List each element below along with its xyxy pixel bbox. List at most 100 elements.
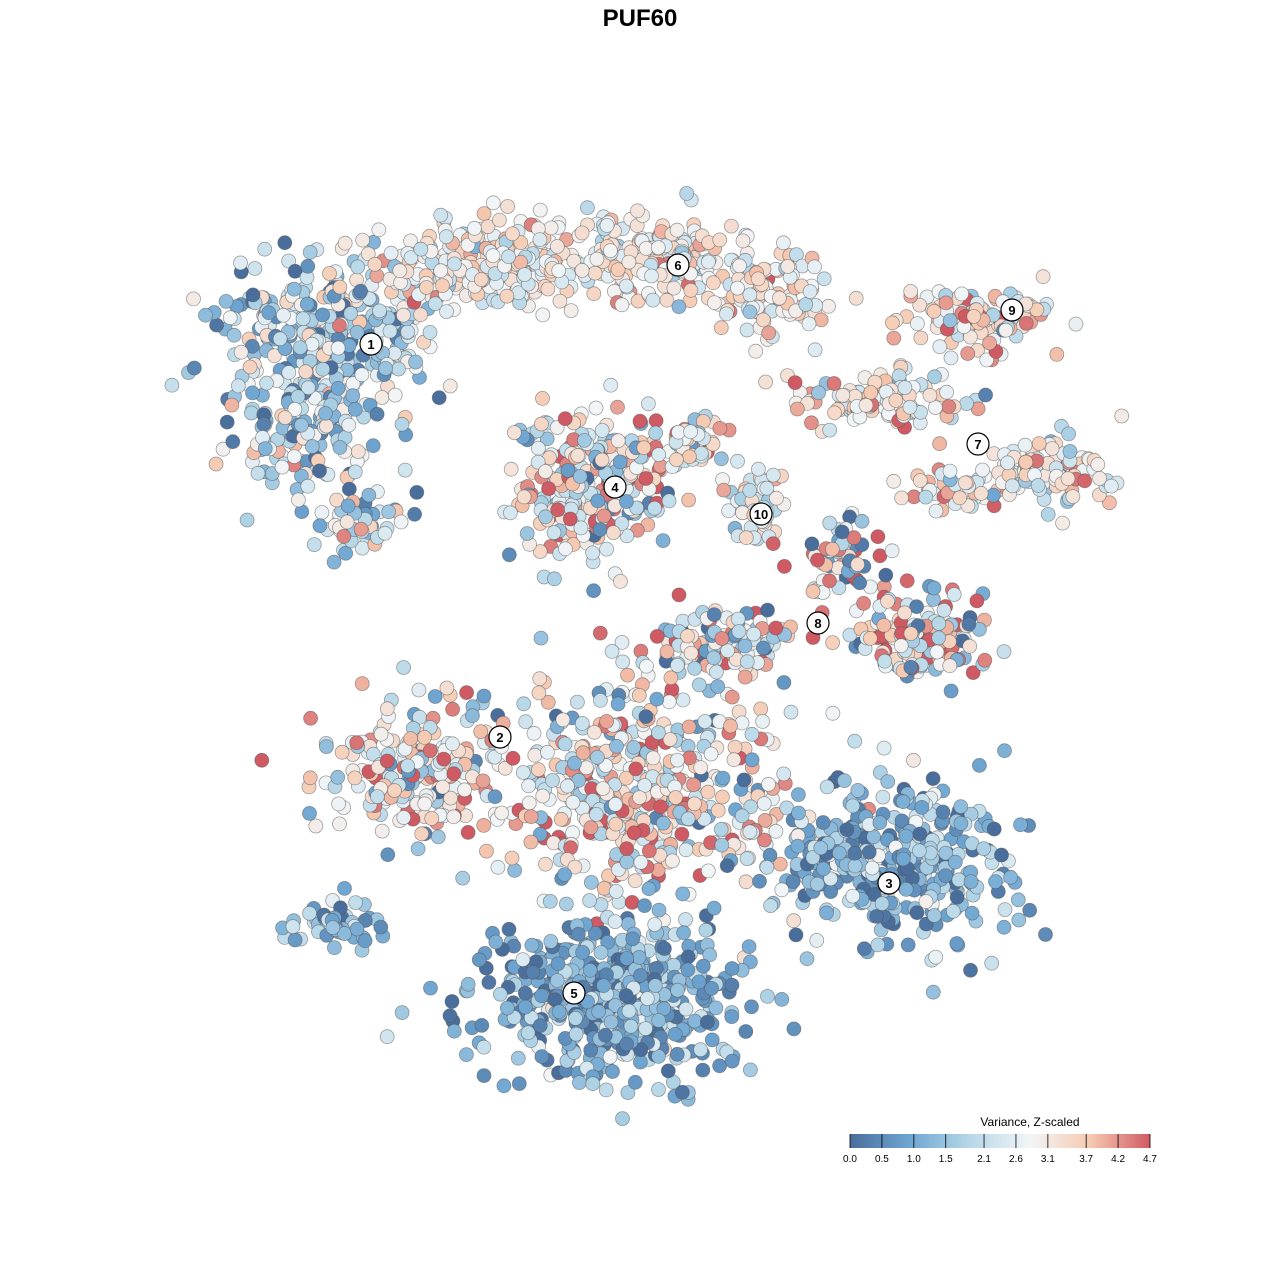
data-point [858, 397, 874, 413]
data-point [224, 397, 240, 413]
data-point [295, 311, 311, 327]
data-point [613, 574, 628, 589]
data-point [619, 841, 635, 856]
data-point [583, 875, 599, 890]
data-point [973, 485, 989, 501]
data-point [427, 296, 443, 312]
data-point [681, 719, 697, 735]
data-point [459, 685, 475, 700]
data-point [628, 761, 644, 777]
data-point [947, 854, 963, 870]
data-point [790, 401, 805, 417]
data-point [872, 815, 888, 830]
data-point [743, 1062, 758, 1078]
cluster-label-text: 10 [754, 507, 768, 522]
data-point [334, 744, 350, 760]
data-point [298, 364, 314, 380]
data-point [590, 749, 605, 765]
data-point [501, 547, 517, 563]
data-point [400, 324, 416, 340]
data-point [912, 826, 928, 842]
data-point [371, 222, 387, 238]
data-point [799, 951, 815, 967]
data-point [315, 361, 331, 377]
data-point [714, 837, 730, 853]
data-point [918, 894, 934, 909]
data-point [550, 502, 566, 518]
data-point [534, 416, 549, 432]
data-point [667, 1026, 683, 1042]
data-point [641, 881, 657, 897]
data-point [504, 850, 520, 866]
data-point [714, 631, 730, 646]
data-point [430, 829, 446, 845]
data-point [736, 772, 752, 788]
data-point [487, 789, 503, 805]
data-point [707, 295, 722, 311]
data-point [505, 750, 521, 766]
data-point [519, 526, 535, 541]
data-point [395, 307, 411, 323]
data-point [724, 689, 740, 705]
colorbar [850, 1134, 1150, 1148]
data-point [958, 475, 973, 491]
data-point [713, 320, 729, 336]
data-point [699, 1014, 715, 1030]
data-point [583, 1042, 599, 1058]
data-point [502, 505, 518, 521]
data-point [602, 1049, 618, 1065]
data-point [809, 933, 825, 948]
cluster-label-text: 7 [974, 437, 981, 452]
data-point [742, 304, 758, 320]
data-point [886, 330, 902, 346]
data-point [738, 874, 754, 890]
data-point [925, 984, 941, 1000]
data-point [532, 671, 548, 687]
data-point [473, 272, 489, 287]
data-point [621, 254, 637, 270]
data-point [885, 315, 900, 331]
data-point [608, 797, 623, 812]
data-point [927, 369, 942, 385]
data-point [633, 854, 649, 870]
data-point [683, 645, 699, 661]
data-point [434, 278, 450, 294]
data-point [1011, 912, 1027, 928]
data-point [632, 413, 648, 429]
data-point [414, 826, 430, 842]
data-point [653, 799, 668, 815]
data-point [651, 1013, 666, 1028]
data-point [750, 271, 766, 287]
data-point [290, 492, 306, 508]
data-point [538, 509, 553, 525]
data-point [476, 1068, 492, 1083]
data-point [760, 989, 775, 1004]
data-point [878, 567, 894, 583]
data-point [899, 573, 915, 589]
data-point [744, 999, 759, 1015]
data-point [574, 225, 590, 241]
data-point [847, 733, 863, 749]
data-point [490, 859, 506, 875]
data-point [436, 751, 452, 767]
data-point [649, 691, 665, 707]
data-point [348, 895, 364, 910]
data-point [977, 652, 993, 668]
data-point [936, 602, 952, 618]
data-point [369, 406, 385, 422]
data-point [827, 405, 842, 421]
data-point [337, 235, 353, 251]
data-point [609, 738, 624, 754]
data-point [343, 306, 359, 321]
data-point [961, 616, 977, 632]
data-point [976, 841, 992, 856]
data-point [1062, 443, 1078, 459]
data-point [591, 1004, 606, 1019]
data-point [254, 752, 270, 768]
data-point [553, 811, 569, 827]
data-point [400, 758, 416, 774]
data-point [603, 243, 618, 259]
data-point [538, 464, 553, 479]
data-point [378, 360, 394, 376]
data-point [457, 782, 473, 798]
